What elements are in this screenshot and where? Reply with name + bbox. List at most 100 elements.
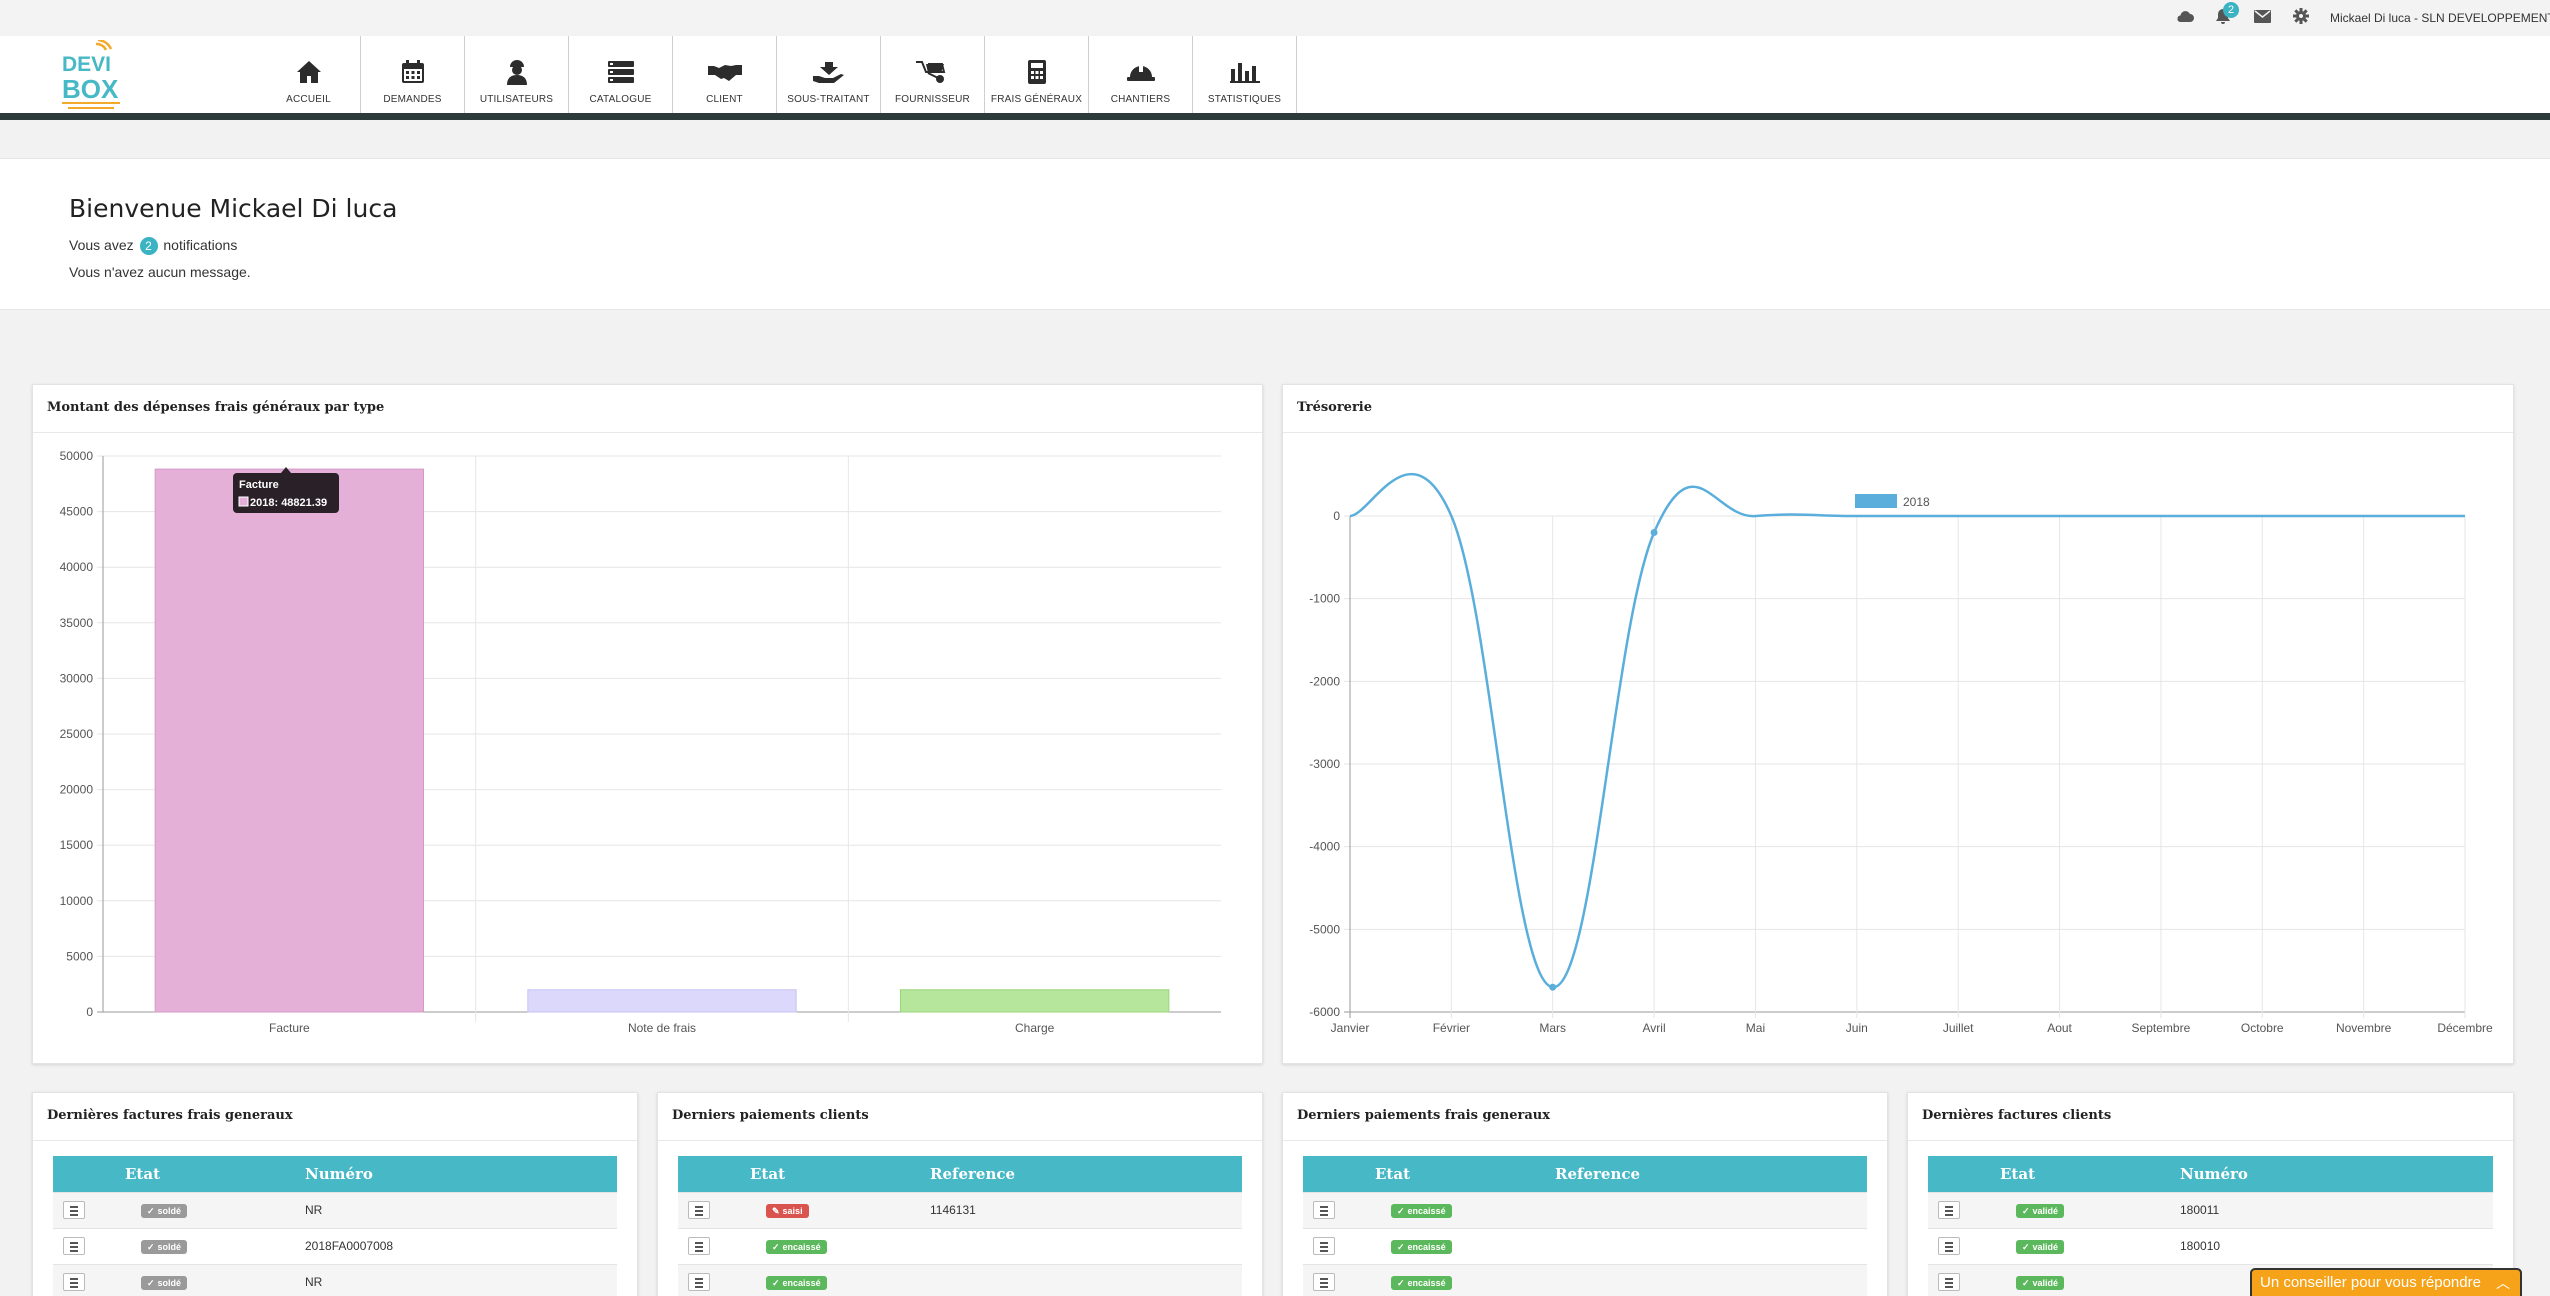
nav-item-frais-generaux[interactable]: FRAIS GÉNÉRAUX	[985, 36, 1089, 113]
table-row[interactable]: ✓ encaissé	[1303, 1191, 1867, 1228]
table-row[interactable]: ✎ saisi 1146131	[678, 1191, 1242, 1228]
row-menu-button[interactable]	[688, 1237, 710, 1255]
data-point	[1650, 529, 1658, 537]
chevron-up-icon: ︿	[2496, 1275, 2510, 1291]
status-text: encaissé	[1407, 1205, 1446, 1216]
x-tick-label: Facture	[269, 1021, 310, 1035]
table-row[interactable]: ✓ encaissé	[678, 1227, 1242, 1264]
hamburger-icon	[1945, 1278, 1953, 1281]
status-badge: ✓ validé	[2016, 1275, 2065, 1290]
table-row[interactable]: ✓ encaissé	[1303, 1227, 1867, 1264]
column-header[interactable]	[53, 1156, 125, 1192]
row-value	[930, 1263, 1242, 1296]
hamburger-icon	[1320, 1242, 1328, 1244]
status-text: saisi	[782, 1205, 803, 1216]
devibox-logo[interactable]: DEVI BOX	[58, 38, 138, 114]
status-badge: ✓ soldé	[141, 1275, 188, 1290]
notif-count-badge[interactable]: 2	[139, 237, 158, 255]
column-header[interactable]: Reference	[930, 1156, 1242, 1192]
column-header[interactable]	[1928, 1156, 2000, 1192]
column-header[interactable]: Etat	[750, 1156, 930, 1192]
table-header-row: Etat Numéro	[53, 1156, 617, 1192]
table-row[interactable]: ✓ soldé NR	[53, 1191, 617, 1228]
row-menu-button[interactable]	[1313, 1201, 1335, 1219]
chat-widget[interactable]: Un conseiller pour vous répondre ︿	[2250, 1268, 2522, 1296]
y-tick-label: -2000	[1309, 674, 1340, 688]
row-menu-button[interactable]	[1313, 1237, 1335, 1255]
row-menu-button[interactable]	[63, 1237, 85, 1255]
y-tick-label: 0	[86, 1005, 93, 1019]
hamburger-icon	[70, 1278, 78, 1281]
status-badge: ✓ encaissé	[1391, 1275, 1452, 1290]
y-tick-label: 25000	[60, 727, 94, 741]
column-header[interactable]: Etat	[2000, 1156, 2180, 1192]
row-menu-button[interactable]	[688, 1273, 710, 1292]
table-row[interactable]: ✓ soldé 2018FA0007008	[53, 1227, 617, 1264]
column-header[interactable]: Etat	[1375, 1156, 1555, 1192]
column-header[interactable]	[1303, 1156, 1375, 1192]
y-tick-label: 45000	[60, 505, 94, 519]
row-menu-button[interactable]	[63, 1273, 85, 1292]
table-row[interactable]: ✓ validé 180011	[1928, 1191, 2493, 1228]
table-row[interactable]: ✓ soldé NR	[53, 1263, 617, 1296]
column-header[interactable]: Etat	[125, 1156, 305, 1192]
cloud-icon[interactable]	[2175, 8, 2195, 28]
hamburger-icon	[1945, 1242, 1953, 1244]
latest-general-invoices-panel: Dernières factures frais generaux Etat Num…	[32, 1092, 638, 1296]
nav-item-client[interactable]: CLIENT	[673, 36, 777, 113]
gear-icon[interactable]	[2291, 8, 2311, 28]
y-tick-label: -1000	[1309, 592, 1340, 606]
bell-icon[interactable]: 2	[2213, 2, 2239, 28]
nav-item-label: FOURNISSEUR	[895, 94, 970, 105]
row-menu-button[interactable]	[1938, 1273, 1960, 1292]
nav-item-accueil[interactable]: ACCUEIL	[257, 36, 361, 113]
x-tick-label: Avril	[1643, 1021, 1666, 1035]
x-tick-label: Juin	[1846, 1021, 1868, 1035]
x-tick-label: Mai	[1746, 1021, 1765, 1035]
column-header[interactable]	[678, 1156, 750, 1192]
table-row[interactable]: ✓ encaissé	[1303, 1263, 1867, 1296]
row-menu-button[interactable]	[63, 1201, 85, 1219]
status-badge: ✓ validé	[2016, 1203, 2065, 1218]
status-text: soldé	[157, 1241, 182, 1252]
status-badge: ✓ encaissé	[766, 1275, 827, 1290]
nav-item-chantiers[interactable]: CHANTIERS	[1089, 36, 1193, 113]
row-menu-button[interactable]	[1938, 1237, 1960, 1255]
top-utility-bar: 2 Mickael Di luca - SLN DEVELOPPEMENT▼	[0, 0, 2550, 36]
row-menu-button[interactable]	[688, 1201, 710, 1219]
table-row[interactable]: ✓ validé 180010	[1928, 1227, 2493, 1264]
user-menu[interactable]: Mickael Di luca - SLN DEVELOPPEMENT▼	[2330, 11, 2550, 25]
nav-item-statistiques[interactable]: STATISTIQUES	[1193, 36, 1297, 113]
nav-item-fournisseur[interactable]: FOURNISSEUR	[881, 36, 985, 113]
nav-item-sous-traitant[interactable]: SOUS-TRAITANT	[777, 36, 881, 113]
nav-item-utilisateurs[interactable]: UTILISATEURS	[465, 36, 569, 113]
table-panel-title: Dernières factures frais generaux	[33, 1093, 637, 1141]
data-table: Etat Reference ✎ saisi 1146131 ✓ encaissé ✓ enca…	[678, 1156, 1242, 1296]
hamburger-icon	[695, 1278, 703, 1281]
latest-client-invoices-panel: Dernières factures clients Etat Numéro ✓ val…	[1907, 1092, 2514, 1296]
home-icon	[292, 58, 326, 86]
row-value: 2018FA0007008	[305, 1227, 617, 1264]
y-tick-label: 30000	[60, 671, 94, 685]
nav-item-catalogue[interactable]: CATALOGUE	[569, 36, 673, 113]
row-menu-button[interactable]	[1938, 1201, 1960, 1219]
row-menu-button[interactable]	[1313, 1273, 1335, 1292]
nav-item-demandes[interactable]: DEMANDES	[361, 36, 465, 113]
status-badge: ✓ soldé	[141, 1203, 188, 1218]
user-menu-label: Mickael Di luca - SLN DEVELOPPEMENT	[2330, 11, 2550, 25]
envelope-icon[interactable]	[2252, 8, 2272, 28]
x-tick-label: Février	[1433, 1021, 1470, 1035]
tooltip-swatch	[238, 496, 249, 507]
message-line: Vous n'avez aucun message.	[69, 264, 251, 280]
column-header[interactable]: Numéro	[2180, 1156, 2493, 1192]
row-value: 180011	[2180, 1191, 2493, 1228]
table-row[interactable]: ✓ encaissé	[678, 1263, 1242, 1296]
calendar-icon	[396, 58, 430, 86]
notification-count-badge: 2	[2223, 2, 2239, 18]
treasury-chart-title: Trésorerie	[1283, 385, 2513, 433]
treasury-chart-panel: Trésorerie 0 -1000 -2000 -3000 -4000 -5000 -60…	[1282, 384, 2514, 1064]
column-header[interactable]: Numéro	[305, 1156, 617, 1192]
check-icon: ✓	[772, 1277, 780, 1288]
status-text: encaissé	[782, 1241, 821, 1252]
column-header[interactable]: Reference	[1555, 1156, 1867, 1192]
